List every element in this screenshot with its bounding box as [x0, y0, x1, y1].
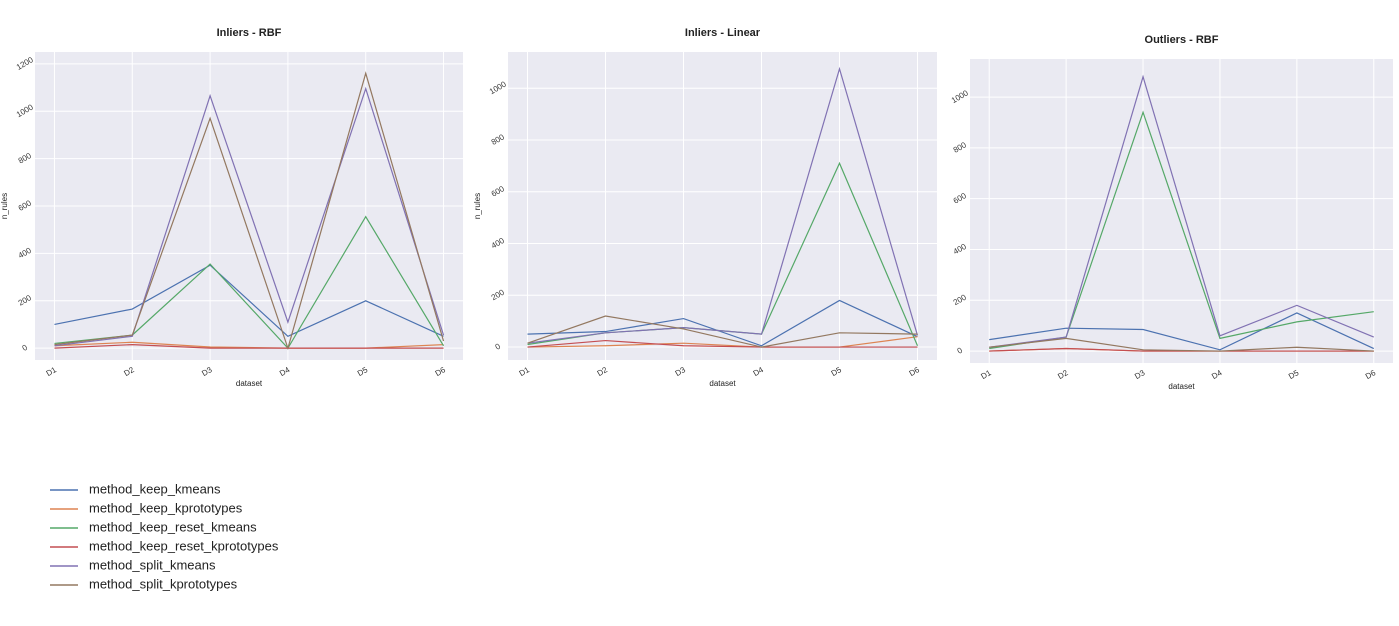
- series-line: [989, 74, 1374, 348]
- y-tick-label: 600: [17, 198, 34, 213]
- y-tick-label: 600: [490, 184, 507, 199]
- x-tick-label: D1: [45, 365, 59, 378]
- series-line: [989, 337, 1374, 352]
- legend-label: method_keep_kprototypes: [89, 500, 243, 515]
- x-tick-label: D1: [979, 368, 993, 381]
- chart-title: Inliers - RBF: [217, 27, 282, 39]
- y-tick-label: 400: [490, 236, 507, 251]
- x-tick-label: D6: [908, 365, 922, 378]
- y-tick-label: 0: [956, 345, 965, 355]
- y-tick-label: 0: [21, 343, 30, 353]
- series-line: [527, 299, 918, 347]
- x-tick-label: D3: [674, 365, 688, 378]
- y-tick-label: 1200: [15, 55, 35, 72]
- legend-label: method_keep_reset_kmeans: [89, 519, 257, 534]
- x-axis-label: dataset: [236, 379, 263, 388]
- x-tick-label: D2: [596, 365, 610, 378]
- y-tick-label: 200: [490, 287, 507, 302]
- y-tick-label: 400: [952, 242, 969, 257]
- x-axis-label: dataset: [1168, 382, 1195, 391]
- x-tick-label: D4: [1210, 368, 1224, 381]
- series-line: [54, 343, 444, 349]
- x-tick-label: D5: [830, 365, 844, 378]
- x-tick-label: D3: [200, 365, 214, 378]
- chart-title: Outliers - RBF: [1145, 34, 1219, 46]
- legend-label: method_keep_reset_kprototypes: [89, 538, 279, 553]
- series-line: [527, 339, 918, 348]
- x-tick-label: D3: [1133, 368, 1147, 381]
- legend-label: method_split_kprototypes: [89, 576, 238, 591]
- x-tick-label: D6: [434, 365, 448, 378]
- y-tick-label: 200: [952, 292, 969, 307]
- series-line: [527, 66, 919, 344]
- x-tick-label: D2: [122, 365, 136, 378]
- x-tick-label: D5: [1287, 368, 1301, 381]
- series-line: [527, 315, 918, 348]
- x-tick-label: D2: [1056, 368, 1070, 381]
- x-tick-label: D1: [518, 365, 532, 378]
- series-line: [989, 312, 1375, 351]
- y-tick-label: 800: [490, 132, 507, 147]
- y-tick-label: 400: [17, 246, 34, 261]
- series-line: [527, 336, 918, 348]
- legend-label: method_keep_kmeans: [89, 481, 221, 496]
- x-tick-label: D4: [752, 365, 766, 378]
- series-line: [54, 71, 445, 351]
- y-tick-label: 1000: [950, 88, 970, 105]
- chart-title: Inliers - Linear: [685, 27, 761, 39]
- plot-area: [508, 52, 937, 360]
- x-tick-label: D6: [1364, 368, 1378, 381]
- y-tick-label: 1000: [15, 102, 35, 119]
- y-tick-label: 800: [952, 140, 969, 155]
- series-line: [989, 347, 1374, 352]
- legend-label: method_split_kmeans: [89, 557, 216, 572]
- series-line: [54, 264, 444, 338]
- x-tick-label: D5: [356, 365, 370, 378]
- series-line: [54, 86, 445, 347]
- y-axis-label: n_rules: [0, 193, 9, 219]
- y-tick-label: 800: [17, 151, 34, 166]
- x-tick-label: D4: [278, 365, 292, 378]
- y-axis-label: n_rules: [473, 193, 482, 219]
- plot-area: [970, 59, 1393, 363]
- y-tick-label: 0: [494, 341, 503, 351]
- y-tick-label: 200: [17, 293, 34, 308]
- x-axis-label: dataset: [709, 379, 736, 388]
- y-tick-label: 1000: [488, 79, 508, 96]
- y-tick-label: 600: [952, 191, 969, 206]
